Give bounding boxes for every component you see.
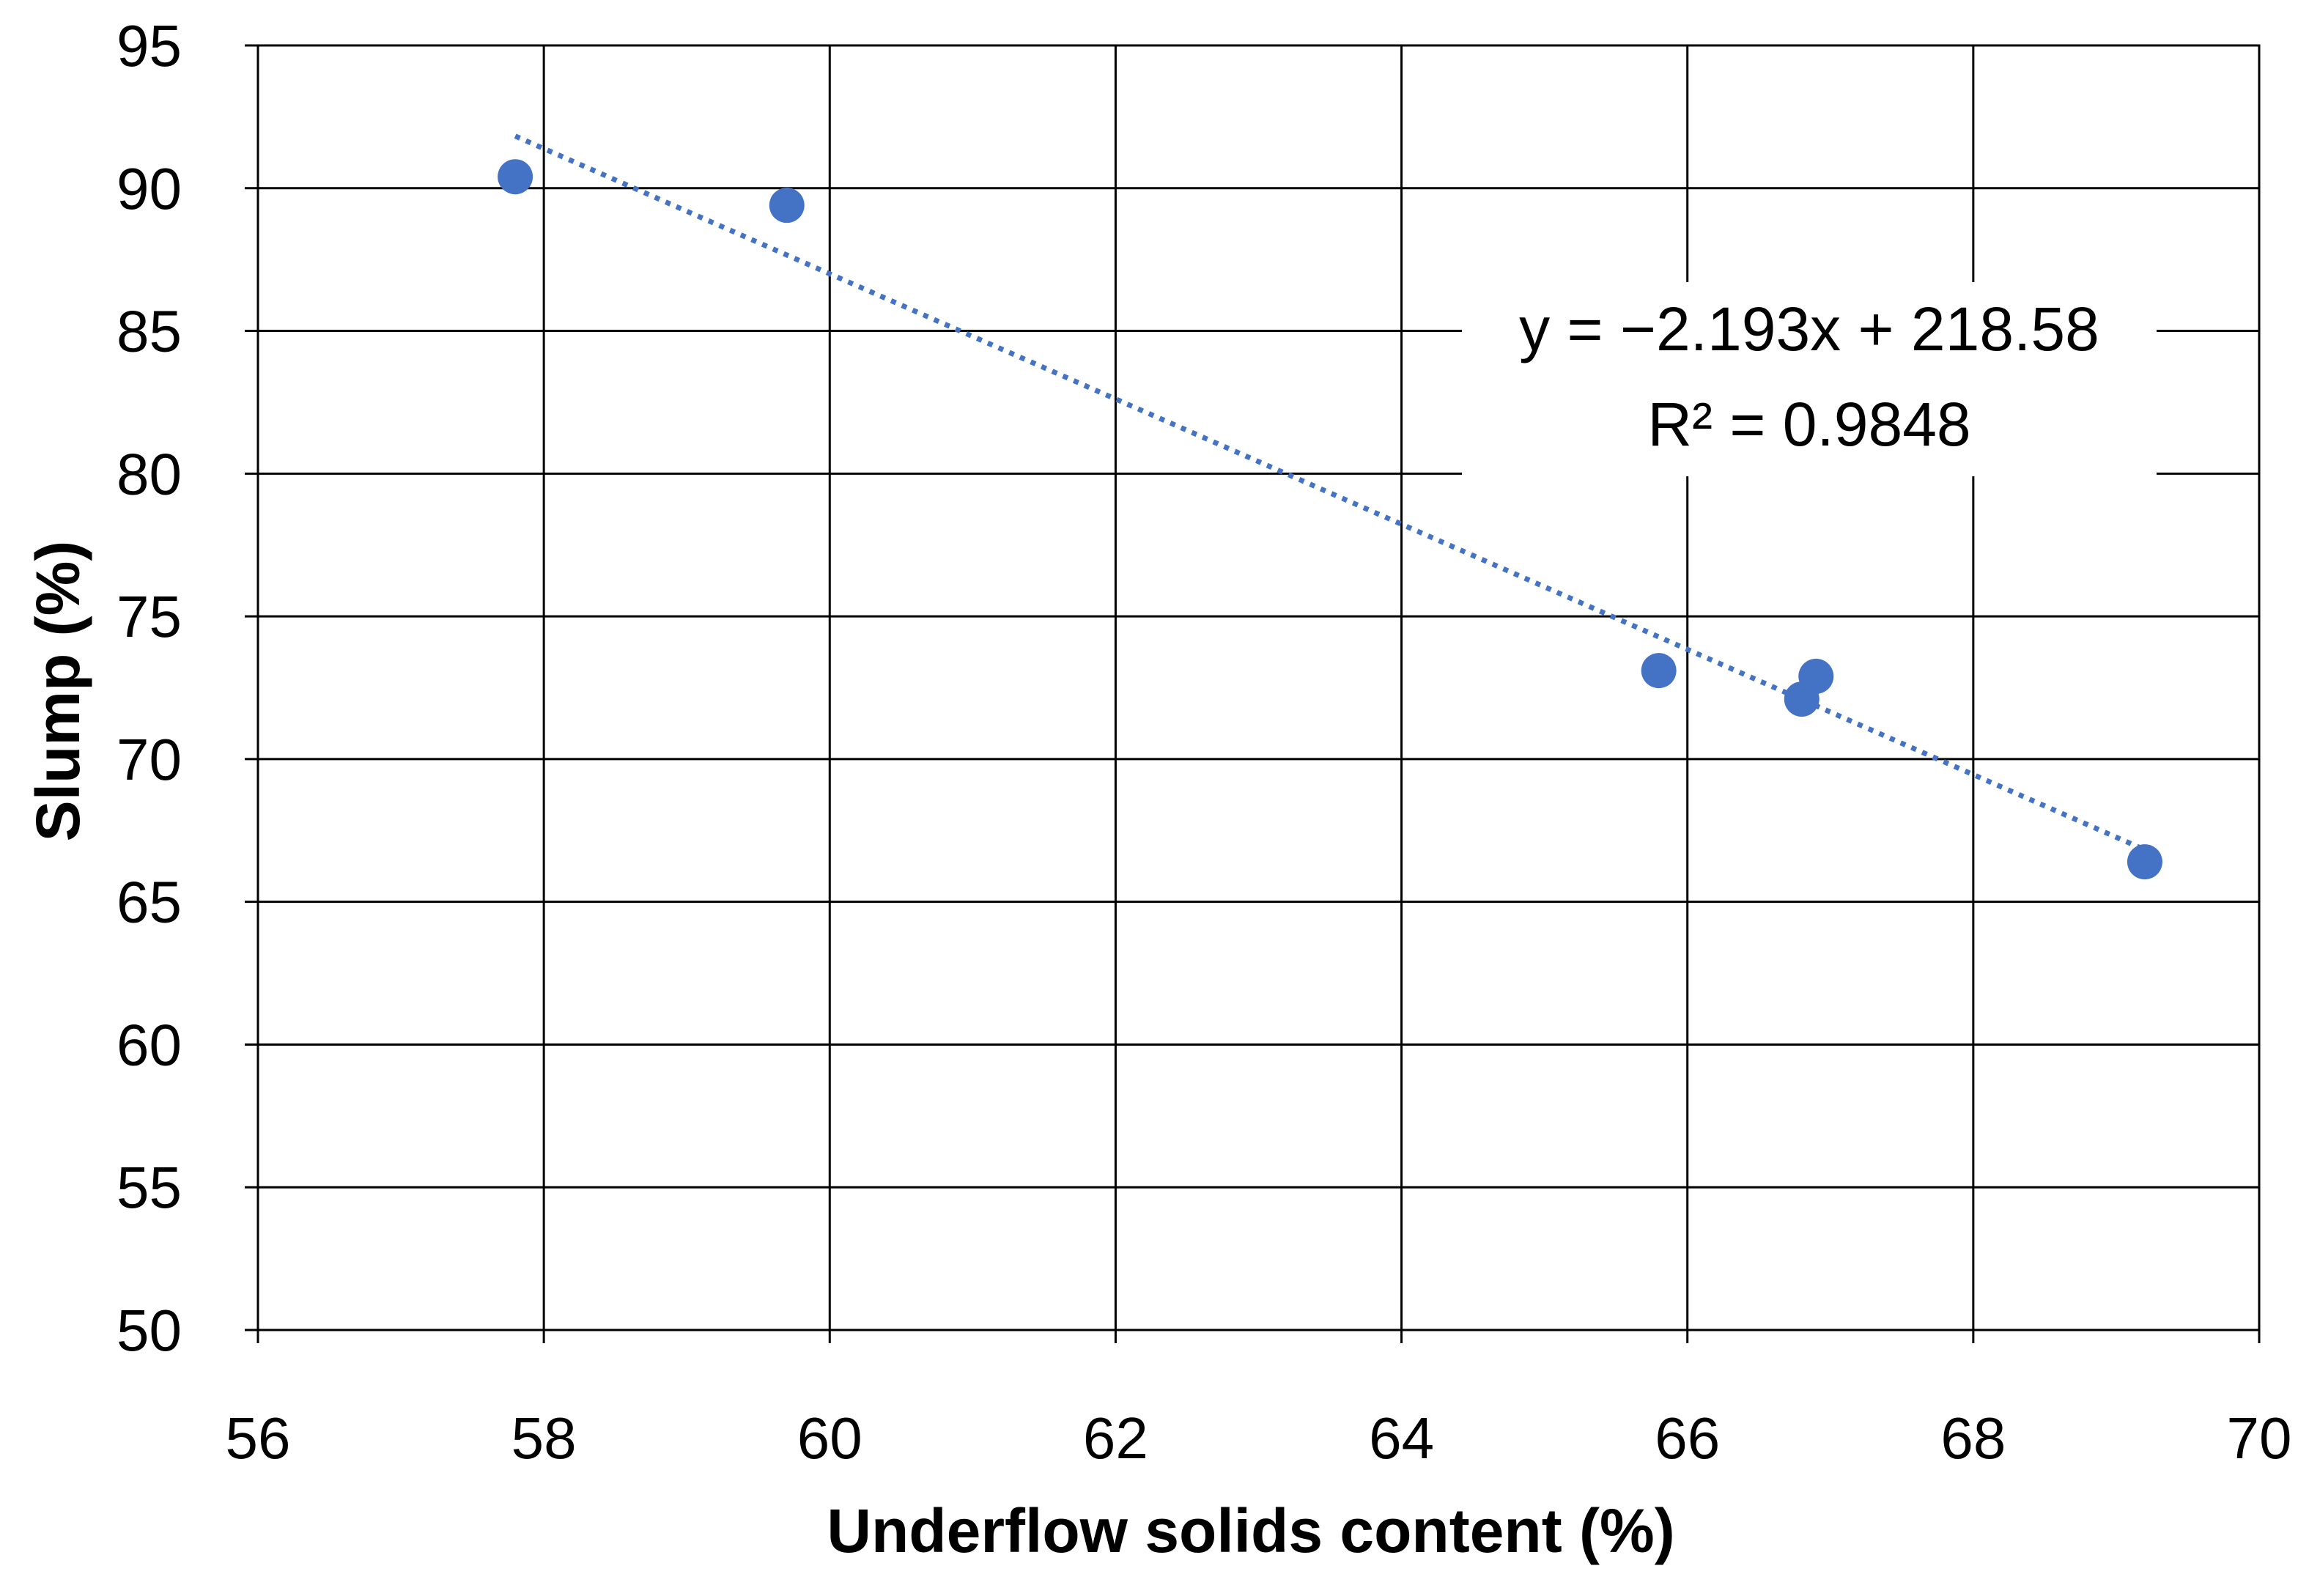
y-tick-label-65: 65 — [117, 870, 182, 935]
y-tick-label-80: 80 — [117, 441, 182, 506]
plot-area — [256, 44, 2261, 1331]
x-axis-ticks: 56 58 60 62 64 66 68 70 — [226, 1330, 2292, 1471]
trendline-path — [514, 133, 2146, 852]
r-squared-label: R² = 0.9848 — [1647, 390, 1970, 459]
data-point-5 — [1798, 658, 1834, 694]
x-tick-label-68: 68 — [1940, 1405, 2006, 1471]
y-tick-label-70: 70 — [117, 727, 182, 792]
trendline — [514, 133, 2146, 852]
y-tick-label-90: 90 — [117, 156, 182, 221]
plot-border — [256, 44, 2261, 1331]
x-tick-label-64: 64 — [1369, 1405, 1434, 1471]
trendline-annotation: y = −2.193x + 218.58 R² = 0.9848 — [1462, 282, 2157, 476]
annotation-background — [1462, 282, 2157, 476]
y-tick-label-75: 75 — [117, 584, 182, 649]
data-point-2 — [769, 188, 805, 223]
data-point-3 — [1641, 653, 1677, 689]
y-tick-label-50: 50 — [117, 1298, 182, 1363]
y-tick-label-55: 55 — [117, 1155, 182, 1220]
y-axis-ticks: 50 55 60 65 70 75 80 85 90 95 — [117, 13, 258, 1363]
x-tick-label-60: 60 — [797, 1405, 862, 1471]
y-tick-label-85: 85 — [117, 299, 182, 364]
data-point-1 — [498, 159, 533, 195]
x-tick-label-62: 62 — [1083, 1405, 1148, 1471]
x-axis-title: Underflow solids content (%) — [827, 1496, 1674, 1565]
data-point-6 — [2127, 844, 2162, 880]
x-tick-label-66: 66 — [1655, 1405, 1720, 1471]
x-tick-label-58: 58 — [511, 1405, 577, 1471]
x-tick-label-56: 56 — [226, 1405, 291, 1471]
y-tick-label-60: 60 — [117, 1012, 182, 1077]
x-tick-label-70: 70 — [2227, 1405, 2292, 1471]
y-tick-label-95: 95 — [117, 13, 182, 78]
trendline-equation: y = −2.193x + 218.58 — [1519, 295, 2099, 363]
data-points — [498, 159, 2162, 880]
y-axis-title: Slump (%) — [23, 541, 92, 842]
